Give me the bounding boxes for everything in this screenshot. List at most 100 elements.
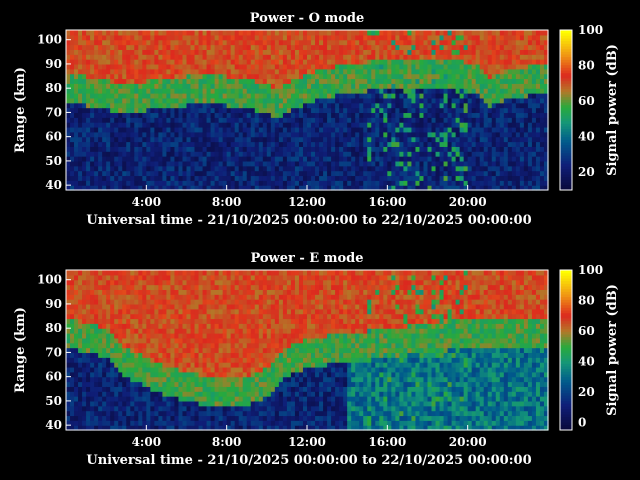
heatmap-cell (274, 112, 280, 118)
colorbar-cell (560, 88, 572, 92)
heatmap-cell (475, 175, 481, 181)
heatmap-cell (154, 415, 159, 421)
heatmap-cell (150, 362, 155, 368)
heatmap-cell (387, 112, 392, 118)
heatmap-cell (407, 122, 413, 128)
heatmap-cell (335, 156, 340, 162)
heatmap-cell (302, 63, 308, 70)
heatmap-cell (154, 117, 159, 123)
heatmap-cell (182, 170, 188, 177)
heatmap-cell (391, 170, 396, 177)
heatmap-cell (419, 59, 425, 65)
heatmap-cell (403, 93, 409, 99)
heatmap-cell (78, 347, 83, 354)
heatmap-cell (86, 391, 91, 397)
heatmap-cell (106, 410, 111, 417)
heatmap-cell (523, 117, 529, 123)
heatmap-cell (78, 352, 83, 358)
heatmap-cell (539, 117, 545, 123)
heatmap-cell (391, 39, 396, 46)
heatmap-cell (118, 381, 123, 387)
heatmap-cell (66, 386, 71, 392)
heatmap-cell (519, 49, 525, 55)
heatmap-cell (327, 126, 332, 133)
heatmap-cell (335, 93, 340, 99)
heatmap-cell (198, 126, 204, 133)
heatmap-cell (499, 49, 505, 55)
heatmap-cell (206, 73, 212, 80)
heatmap-cell (74, 289, 79, 295)
heatmap-cell (379, 93, 384, 99)
heatmap-cell (250, 44, 256, 50)
heatmap-cell (126, 289, 131, 295)
heatmap-cell (515, 117, 521, 123)
heatmap-cell (102, 165, 107, 172)
heatmap-cell (527, 141, 533, 147)
heatmap-cell (178, 420, 184, 426)
heatmap-cell (479, 185, 485, 191)
heatmap-cell (270, 160, 276, 167)
heatmap-cell (106, 63, 111, 70)
heatmap-cell (178, 400, 184, 407)
heatmap-cell (114, 131, 119, 138)
heatmap-cell (182, 136, 188, 143)
heatmap-cell (543, 165, 549, 172)
heatmap-cell (146, 54, 151, 60)
heatmap-cell (202, 131, 208, 138)
heatmap-cell (78, 97, 83, 104)
heatmap-cell (66, 323, 71, 329)
heatmap-cell (427, 68, 433, 75)
heatmap-cell (411, 165, 417, 172)
heatmap-cell (190, 160, 196, 167)
heatmap-cell (138, 160, 143, 167)
heatmap-cell (367, 131, 372, 138)
heatmap-cell (435, 44, 441, 50)
heatmap-cell (395, 39, 400, 46)
heatmap-cell (202, 93, 208, 99)
heatmap-cell (90, 318, 95, 324)
heatmap-cell (282, 83, 288, 89)
heatmap-cell (158, 366, 163, 373)
heatmap-cell (150, 270, 155, 276)
colorbar-cell (560, 56, 572, 60)
heatmap-cell (395, 34, 400, 41)
heatmap-cell (86, 274, 91, 281)
heatmap-cell (202, 126, 208, 133)
heatmap-cell (363, 117, 368, 123)
heatmap-cell (447, 151, 453, 157)
heatmap-cell (274, 54, 280, 60)
heatmap-cell (66, 396, 71, 402)
heatmap-cell (118, 270, 123, 276)
heatmap-cell (82, 386, 87, 392)
heatmap-cell (331, 112, 336, 118)
heatmap-cell (182, 107, 188, 114)
heatmap-cell (170, 73, 176, 80)
heatmap-cell (367, 34, 372, 41)
heatmap-cell (206, 141, 212, 147)
heatmap-cell (74, 185, 79, 191)
heatmap-cell (399, 107, 404, 114)
heatmap-cell (90, 180, 95, 186)
heatmap-cell (439, 151, 445, 157)
heatmap-cell (298, 185, 304, 191)
heatmap-cell (114, 274, 119, 281)
heatmap-cell (230, 102, 236, 109)
heatmap-cell (106, 146, 111, 152)
heatmap-cell (258, 170, 264, 177)
heatmap-cell (106, 299, 111, 305)
heatmap-cell (419, 136, 425, 143)
heatmap-cell (319, 117, 324, 123)
heatmap-cell (102, 117, 107, 123)
heatmap-cell (403, 107, 409, 114)
heatmap-cell (307, 165, 312, 172)
heatmap-cell (98, 352, 103, 358)
heatmap-cell (483, 54, 489, 60)
heatmap-cell (222, 131, 228, 138)
heatmap-cell (86, 410, 91, 417)
heatmap-cell (150, 34, 155, 41)
heatmap-cell (519, 180, 525, 186)
heatmap-cell (403, 131, 409, 138)
heatmap-cell (102, 396, 107, 402)
heatmap-cell (371, 44, 376, 50)
heatmap-cell (515, 156, 521, 162)
